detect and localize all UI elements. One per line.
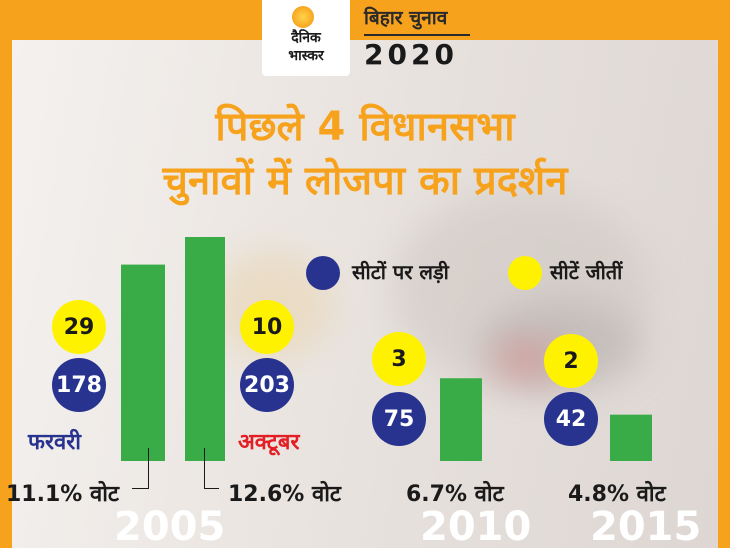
headline-line1: पिछले 4 विधानसभा xyxy=(215,104,515,150)
headline: पिछले 4 विधानसभा चुनावों में लोजपा का प्… xyxy=(0,100,730,208)
contested-seats-circle: 42 xyxy=(544,392,598,446)
month-label-oct: अक्टूबर xyxy=(238,430,300,455)
vote-label-feb2005: 11.1% वोट xyxy=(6,482,120,507)
contested-seats-circle: 178 xyxy=(52,358,106,412)
connector-bar2 xyxy=(204,448,219,489)
bar-2015-3 xyxy=(610,414,652,461)
bar-2005-0 xyxy=(121,264,165,461)
sun-icon xyxy=(292,6,314,28)
won-seats-circle: 2 xyxy=(544,334,598,388)
brand-year: 2020 xyxy=(364,38,458,71)
legend-won-label: सीटें जीतीं xyxy=(550,260,623,284)
legend-won-swatch xyxy=(508,256,542,290)
won-seats-circle: 10 xyxy=(240,300,294,354)
brand-divider xyxy=(364,34,470,36)
vote-label-2010: 6.7% वोट xyxy=(406,482,504,507)
logo-line1: दैनिक xyxy=(291,30,321,46)
legend-contested-swatch xyxy=(306,256,340,290)
won-seats-circle: 29 xyxy=(52,300,106,354)
brand-title: बिहार चुनाव xyxy=(364,7,448,29)
won-seats-circle: 3 xyxy=(372,332,426,386)
election-brand: बिहार चुनाव 2020 xyxy=(360,0,480,76)
year-label-2005: 2005 xyxy=(114,504,226,548)
vote-label-2015: 4.8% वोट xyxy=(568,482,666,507)
headline-line2: चुनावों में लोजपा का प्रदर्शन xyxy=(162,158,568,204)
bar-2005-1 xyxy=(185,237,225,461)
contested-seats-circle: 75 xyxy=(372,392,426,446)
contested-seats-circle: 203 xyxy=(240,358,294,412)
month-label-feb: फरवरी xyxy=(28,430,81,455)
dainik-bhaskar-logo: दैनिक भास्कर xyxy=(262,0,350,76)
bar-2010-2 xyxy=(440,378,482,461)
connector-bar1 xyxy=(132,448,149,489)
vote-label-oct2005: 12.6% वोट xyxy=(228,482,342,507)
legend-contested-label: सीटों पर लड़ी xyxy=(352,260,449,284)
year-label-2010: 2010 xyxy=(420,504,532,548)
logo-line2: भास्कर xyxy=(288,48,324,64)
year-label-2015: 2015 xyxy=(590,504,702,548)
